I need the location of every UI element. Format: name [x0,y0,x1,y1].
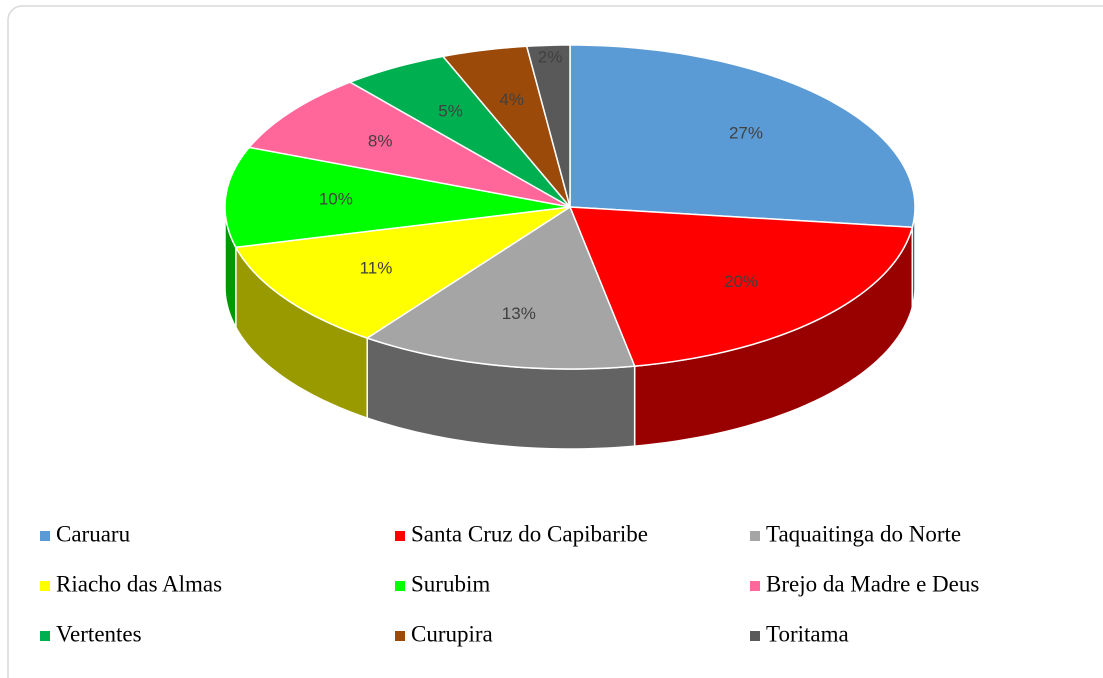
data-label: 5% [438,102,463,121]
slice [525,44,571,208]
legend-swatch [40,581,50,591]
legend-swatch [395,531,405,541]
slice [234,206,571,339]
slice [365,205,636,370]
slice [568,206,914,367]
data-label: 10% [319,190,353,209]
data-label: 8% [368,132,393,151]
legend-swatch [40,531,50,541]
legend-label: Vertentes [56,621,142,646]
data-label: 4% [499,90,524,109]
data-label: 27% [729,124,763,143]
legend-label: Caruaru [56,521,131,546]
data-label: 11% [360,258,393,277]
data-label: 20% [724,272,758,291]
legend-swatch [750,531,760,541]
slice [441,45,571,208]
slice [247,81,571,208]
legend-swatch [750,581,760,591]
legend-label: Toritama [766,621,849,646]
data-label: 13% [502,304,536,323]
legend-label: Brejo da Madre e Deus [766,571,979,596]
legend-label: Riacho das Almas [56,571,222,596]
legend-swatch [750,631,760,641]
slice [348,55,571,208]
data-label: 2% [538,48,563,67]
legend-swatch [40,631,50,641]
legend-label: Taquaitinga do Norte [766,521,961,546]
legend-swatch [395,581,405,591]
legend-label: Santa Cruz do Capibaribe [411,521,648,546]
legend-label: Surubim [411,571,490,596]
legend-label: Curupira [411,621,493,646]
slice [224,146,571,249]
slice [569,44,916,229]
legend-swatch [395,631,405,641]
